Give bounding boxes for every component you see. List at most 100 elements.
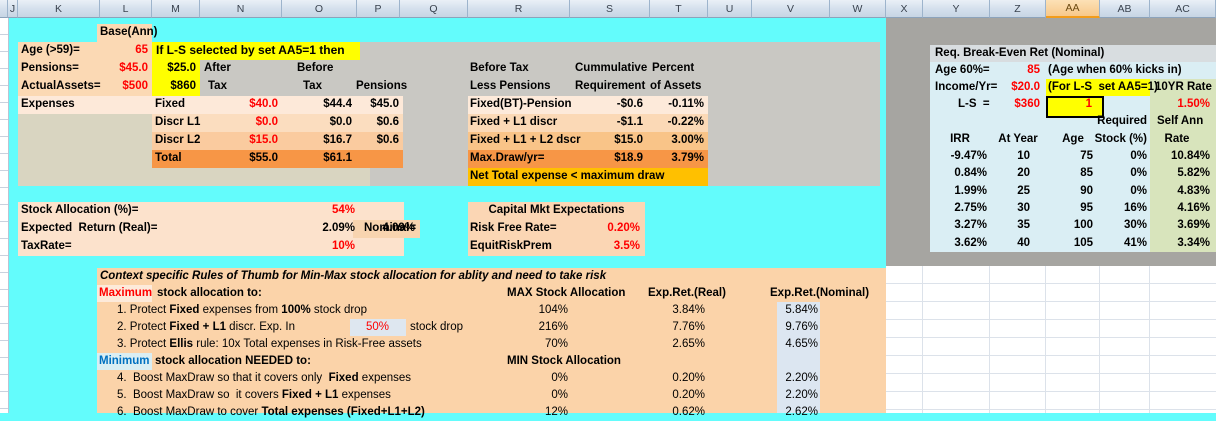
column-header-K[interactable]: K [18, 0, 100, 18]
ls-banner-cell [152, 42, 360, 60]
after-header-line2: Tax [208, 80, 227, 92]
expected-return-value: 2.09% [322, 222, 355, 234]
rule-3-real: 2.65% [672, 338, 705, 350]
req-row4-value: $18.9 [614, 152, 643, 164]
rule-2-fifty-suffix: stock drop [410, 321, 464, 333]
req-row4-pct: 3.79% [671, 152, 704, 164]
pensions-header: Pensions [356, 80, 408, 92]
column-header-R[interactable]: R [468, 0, 570, 18]
column-header-W[interactable]: W [830, 0, 886, 18]
irr-row4-age: 95 [1080, 202, 1093, 214]
assets-ls-value: $860 [170, 80, 196, 92]
stock-col-header: Stock (%) [1094, 133, 1147, 145]
column-header-sliver [0, 0, 8, 18]
irr-row3-year: 25 [1017, 185, 1030, 197]
after-header-line1: After [204, 62, 231, 74]
income-value: $20.0 [1011, 81, 1040, 93]
expense-row-total-band [152, 150, 403, 168]
column-header-P[interactable]: P [357, 0, 400, 18]
before-header-line1: Before [297, 62, 334, 74]
ls-pension-assets-highlight[interactable] [152, 60, 200, 96]
column-header-N[interactable]: N [200, 0, 282, 18]
rule-2-alloc: 216% [538, 321, 568, 333]
equity-risk-premium-value: 3.5% [613, 240, 640, 252]
left-edge-cells [0, 18, 9, 413]
minimum-cell [97, 353, 152, 370]
irr-row5-irr: 3.27% [954, 219, 987, 231]
expense-total-label: Total [155, 152, 182, 164]
rule-1-real: 3.84% [672, 304, 705, 316]
column-header-AA-selected[interactable]: AA [1046, 0, 1100, 18]
nominal-label: Nominal= [364, 222, 417, 234]
expense-l2-after: $15.0 [249, 134, 278, 146]
column-header-U[interactable]: U [708, 0, 752, 18]
column-header-Y[interactable]: Y [923, 0, 990, 18]
irr-row6-stock: 41% [1123, 237, 1147, 249]
column-header-band: J K L M N O P Q R S T U V W X Y Z AA AB … [0, 0, 1216, 18]
irr-row4-rate: 4.16% [1177, 202, 1210, 214]
req-footer-band [468, 168, 708, 186]
irr-row3-rate: 4.83% [1177, 185, 1210, 197]
selected-cell-input[interactable] [1046, 96, 1104, 118]
maximum-label: Maximum [99, 287, 153, 299]
age-label: Age (>59)= [21, 44, 80, 56]
column-header-S[interactable]: S [570, 0, 650, 18]
rules-block [97, 268, 886, 413]
column-header-V[interactable]: V [752, 0, 830, 18]
params-block [18, 42, 152, 96]
expected-return-label: Expected Return (Real)= [21, 222, 158, 234]
rule-3-alloc: 70% [544, 338, 568, 350]
pensions-value: $45.0 [119, 62, 148, 74]
max-stock-col-header: MAX Stock Allocation [507, 287, 626, 299]
req-row3-pct: 3.00% [671, 134, 704, 146]
rule-4-real: 0.20% [672, 372, 705, 384]
column-header-Z[interactable]: Z [990, 0, 1046, 18]
column-header-AB[interactable]: AB [1100, 0, 1150, 18]
maximum-cell [97, 285, 152, 302]
expense-l1-label: Discr L1 [155, 116, 201, 128]
irr-row5-stock: 30% [1123, 219, 1147, 231]
req-row2-pct: -0.22% [667, 116, 704, 128]
ls-label: L-S = [958, 98, 990, 110]
irr-row2-age: 85 [1080, 167, 1093, 179]
rule-3-text: 3. Protect Ellis rule: 10x Total expense… [117, 338, 422, 350]
column-header-O[interactable]: O [282, 0, 357, 18]
column-header-M[interactable]: M [152, 0, 200, 18]
column-header-T[interactable]: T [650, 0, 708, 18]
expense-fixed-after: $40.0 [249, 98, 278, 110]
ls-banner-text: If L-S selected by set AA5=1 then [156, 43, 345, 57]
selfann-green-column [1150, 79, 1216, 252]
column-header-J[interactable]: J [8, 0, 18, 18]
column-header-Q[interactable]: Q [400, 0, 468, 18]
minimum-label: Minimum [99, 355, 150, 367]
req-row2-band [468, 114, 708, 132]
rule-5-alloc: 0% [551, 389, 568, 401]
rule-5-nominal: 2.20% [785, 389, 818, 401]
rule-1-alloc: 104% [538, 304, 568, 316]
req-row1-pct: -0.11% [668, 98, 704, 110]
allocation-block [18, 202, 404, 256]
risk-free-label: Risk Free Rate= [470, 222, 557, 234]
tax-rate-value: 10% [331, 240, 355, 252]
column-header-X[interactable]: X [886, 0, 923, 18]
req-h1b: Less Pensions [470, 80, 551, 92]
fifty-pct-cell[interactable] [350, 319, 406, 336]
column-header-AC[interactable]: AC [1150, 0, 1216, 18]
req-row1-label: Fixed(BT)-Pension [470, 98, 572, 110]
expense-fixed-label: Fixed [155, 98, 186, 110]
column-header-L[interactable]: L [100, 0, 152, 18]
capital-market-block [468, 202, 645, 256]
irr-row4-irr: 2.75% [954, 202, 987, 214]
irr-row4-stock: 16% [1123, 202, 1147, 214]
irr-row3-age: 90 [1080, 185, 1093, 197]
minimum-heading: stock allocation NEEDED to: [155, 355, 311, 367]
expense-fixed-before: $44.4 [323, 98, 352, 110]
ls-note-highlight [1046, 79, 1150, 96]
breakeven-note-cell [1150, 62, 1216, 79]
req-footer-text: Net Total expense < maximum draw [470, 170, 665, 182]
breakeven-title: Req. Break-Even Ret (Nominal) [935, 47, 1105, 59]
expense-l2-before: $16.7 [323, 134, 352, 146]
req-row3-band [468, 132, 708, 150]
irr-row5-year: 35 [1017, 219, 1030, 231]
age-col-header: Age [1062, 133, 1084, 145]
